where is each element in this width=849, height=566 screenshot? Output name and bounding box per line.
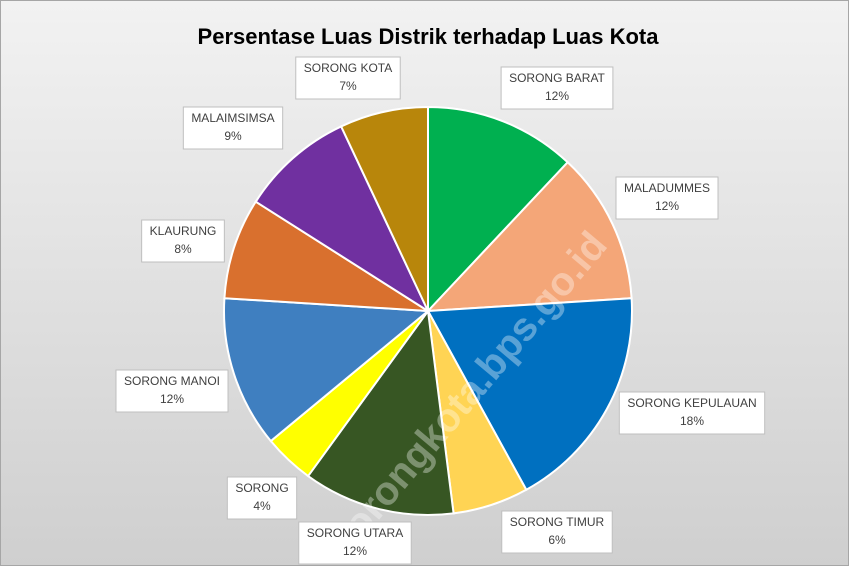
label-name: SORONG UTARA — [307, 526, 403, 540]
data-label: SORONG BARAT 12% — [500, 66, 614, 110]
label-box — [501, 510, 613, 554]
label-box — [615, 176, 719, 220]
pie-slice — [254, 125, 431, 314]
pie-slice — [339, 105, 429, 312]
pie-slice — [306, 308, 455, 516]
data-label: MALAIMSIMSA 9% — [182, 106, 284, 150]
label-value: 6% — [548, 533, 566, 547]
pie-slice — [425, 160, 633, 313]
label-value: 12% — [343, 544, 367, 558]
label-box — [115, 369, 229, 413]
label-value: 12% — [545, 89, 569, 103]
label-value: 18% — [680, 414, 704, 428]
label-name: MALADUMMES — [624, 181, 710, 195]
label-box — [500, 66, 614, 110]
data-label: SORONG KEPULAUAN 18% — [618, 391, 766, 435]
label-name: SORONG KOTA — [304, 61, 392, 75]
label-name: SORONG BARAT — [509, 71, 605, 85]
label-name: SORONG KEPULAUAN — [627, 396, 756, 410]
label-name: MALAIMSIMSA — [191, 111, 274, 125]
data-label: SORONG KOTA 7% — [295, 56, 401, 100]
label-name: KLAURUNG — [150, 224, 217, 238]
data-label: SORONG 4% — [226, 476, 298, 520]
pie-slice — [426, 297, 633, 492]
label-value: 7% — [339, 79, 357, 93]
label-name: SORONG MANOI — [124, 374, 220, 388]
pie-slice — [223, 297, 431, 443]
label-value: 12% — [160, 392, 184, 406]
label-name: SORONG — [235, 481, 288, 495]
label-box — [618, 391, 766, 435]
label-name: SORONG TIMUR — [510, 515, 605, 529]
label-box — [295, 56, 401, 100]
data-label: SORONG TIMUR 6% — [501, 510, 613, 554]
data-label: SORONG MANOI 12% — [115, 369, 229, 413]
data-label: MALADUMMES 12% — [615, 176, 719, 220]
label-box — [141, 219, 225, 263]
label-value: 12% — [655, 199, 679, 213]
label-box — [298, 521, 412, 565]
pie-slice — [223, 200, 429, 312]
data-label: SORONG UTARA 12% — [298, 521, 412, 565]
label-box — [182, 106, 284, 150]
label-box — [226, 476, 298, 520]
data-label: KLAURUNG 8% — [141, 219, 225, 263]
label-value: 9% — [224, 129, 242, 143]
label-value: 4% — [253, 499, 271, 513]
chart-title: Persentase Luas Distrik terhadap Luas Ko… — [198, 24, 660, 49]
pie-slice — [427, 105, 570, 314]
label-value: 8% — [174, 242, 192, 256]
